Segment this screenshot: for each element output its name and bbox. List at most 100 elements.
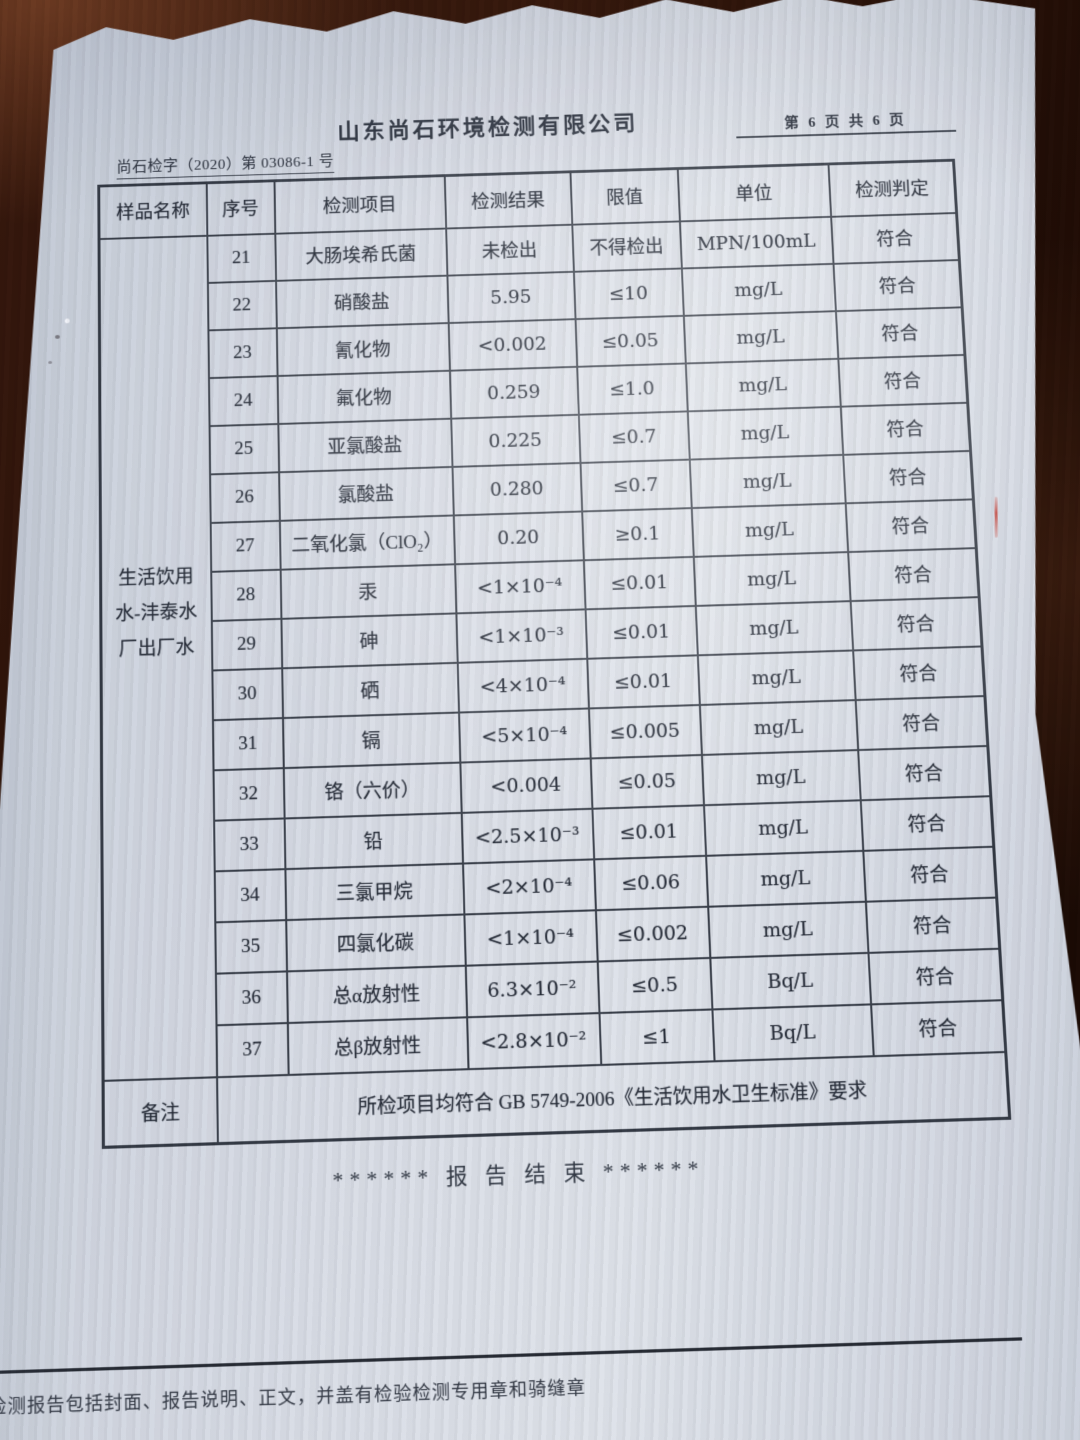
result-cell: 0.280	[452, 462, 582, 514]
limit-cell: ≤0.05	[590, 754, 703, 808]
unit-cell: mg/L	[697, 650, 855, 705]
item-cell: 氰化物	[276, 323, 449, 376]
sample-name: 生活饮用 水-沣泰水 厂出厂水	[102, 559, 211, 669]
col-header-limit: 限值	[570, 169, 679, 225]
seq-cell: 33	[214, 818, 285, 871]
footer-note: 检测报告包括封面、报告说明、正文，并盖有检验检测专用章和骑缝章	[0, 1376, 587, 1418]
verdict-cell: 符合	[833, 260, 962, 311]
seq-cell: 29	[211, 618, 281, 670]
unit-cell: mg/L	[703, 800, 862, 856]
unit-cell: mg/L	[691, 503, 847, 557]
seq-cell: 32	[213, 768, 284, 821]
verdict-cell: 符合	[868, 948, 1003, 1004]
col-header-verdict: 检测判定	[828, 160, 957, 216]
item-cell: 亚氯酸盐	[278, 418, 452, 472]
limit-cell: ≤0.002	[595, 906, 709, 961]
result-cell: 0.20	[453, 511, 583, 564]
seq-cell: 37	[216, 1023, 288, 1077]
seq-cell: 24	[208, 376, 277, 426]
result-cell: 0.225	[451, 414, 580, 466]
seq-cell: 26	[210, 472, 280, 523]
seq-cell: 27	[210, 520, 280, 571]
item-cell: 总β放射性	[287, 1017, 468, 1075]
result-cell: 5.95	[447, 271, 575, 322]
limit-cell: ≤0.5	[597, 957, 712, 1012]
unit-cell: mg/L	[683, 311, 838, 363]
item-cell: 二氧化氯（ClO₂）	[279, 515, 454, 569]
verdict-cell: 符合	[831, 213, 960, 264]
limit-cell: ≤0.06	[594, 855, 708, 909]
verdict-cell: 符合	[843, 450, 974, 502]
limit-cell: ≤0.05	[575, 315, 685, 366]
seq-cell: 25	[209, 424, 279, 474]
unit-cell: MPN/100mL	[679, 216, 833, 268]
verdict-cell: 符合	[863, 846, 997, 901]
unit-cell: mg/L	[685, 358, 840, 411]
col-header-item: 检测项目	[274, 176, 446, 234]
seq-cell: 34	[214, 869, 285, 922]
verdict-cell: 符合	[845, 499, 976, 552]
unit-cell: mg/L	[687, 406, 842, 459]
dust-speck	[65, 318, 70, 323]
results-table: 样品名称 序号 检测项目 检测结果 限值 单位 检测判定 生活饮用 水-沣泰水 …	[97, 159, 1011, 1149]
verdict-cell: 符合	[848, 548, 979, 601]
result-cell: <2×10⁻⁴	[463, 859, 596, 914]
result-cell: 0.259	[449, 366, 578, 418]
limit-cell: ≤0.7	[578, 411, 689, 463]
dust-speck	[48, 361, 52, 364]
item-cell: 砷	[281, 613, 457, 668]
item-cell: 总α放射性	[287, 965, 467, 1022]
verdict-cell: 符合	[871, 1000, 1006, 1056]
result-cell: <0.002	[448, 319, 577, 371]
verdict-cell: 符合	[858, 745, 991, 799]
limit-cell: ≥0.1	[582, 508, 694, 560]
item-cell: 大肠埃希氏菌	[275, 228, 447, 280]
limit-cell: ≤10	[573, 268, 683, 319]
item-cell: 铅	[284, 812, 462, 868]
item-cell: 硝酸盐	[276, 275, 449, 328]
result-cell: <5×10⁻⁴	[459, 708, 591, 762]
seq-cell: 23	[208, 328, 277, 378]
result-cell: <1×10⁻³	[456, 609, 587, 662]
seq-cell: 36	[215, 971, 287, 1025]
verdict-cell: 符合	[850, 597, 982, 650]
limit-cell: ≤0.01	[583, 556, 695, 609]
result-cell: 6.3×10⁻²	[465, 961, 599, 1017]
unit-cell: mg/L	[706, 850, 866, 906]
item-cell: 汞	[280, 564, 456, 619]
item-cell: 四氯化碳	[286, 914, 466, 971]
result-cell: <1×10⁻⁴	[464, 910, 597, 965]
limit-cell: ≤0.01	[592, 805, 706, 859]
remark-label-cell: 备注	[103, 1077, 217, 1148]
verdict-cell: 符合	[865, 897, 999, 952]
seq-cell: 31	[212, 718, 283, 770]
seq-cell: 21	[207, 233, 276, 282]
col-header-seq: 序号	[206, 181, 275, 236]
unit-cell: mg/L	[699, 700, 857, 755]
page-number: 第 6 页 共 6 页	[735, 108, 956, 139]
result-cell: <1×10⁻⁴	[455, 560, 585, 613]
verdict-cell: 符合	[853, 646, 985, 700]
verdict-cell: 符合	[840, 402, 970, 454]
sample-name-line: 水-沣泰水	[115, 601, 198, 625]
report-end-marker: ****** 报 告 结 束 ******	[332, 1155, 706, 1194]
limit-cell: ≤0.01	[587, 655, 700, 708]
limit-cell: ≤0.005	[588, 705, 701, 758]
unit-cell: mg/L	[693, 552, 850, 606]
item-cell: 硒	[282, 662, 459, 717]
sample-name-line: 厂出厂水	[118, 636, 195, 661]
result-cell: <4×10⁻⁴	[457, 658, 588, 712]
col-header-sample-name: 样品名称	[99, 183, 207, 239]
verdict-cell: 符合	[855, 696, 988, 750]
sample-name-line: 生活饮用	[118, 566, 194, 589]
unit-cell: mg/L	[708, 901, 868, 957]
limit-cell: 不得检出	[572, 221, 682, 271]
document-number: 尚石检字（2020）第 03086-1 号	[116, 150, 334, 180]
unit-cell: mg/L	[695, 601, 852, 655]
seq-cell: 35	[215, 920, 287, 974]
limit-cell: ≤0.01	[585, 605, 697, 658]
sheet-content: 山东尚石环境检测有限公司 第 6 页 共 6 页 尚石检字（2020）第 030…	[0, 16, 1080, 1440]
unit-cell: Bq/L	[710, 952, 871, 1009]
